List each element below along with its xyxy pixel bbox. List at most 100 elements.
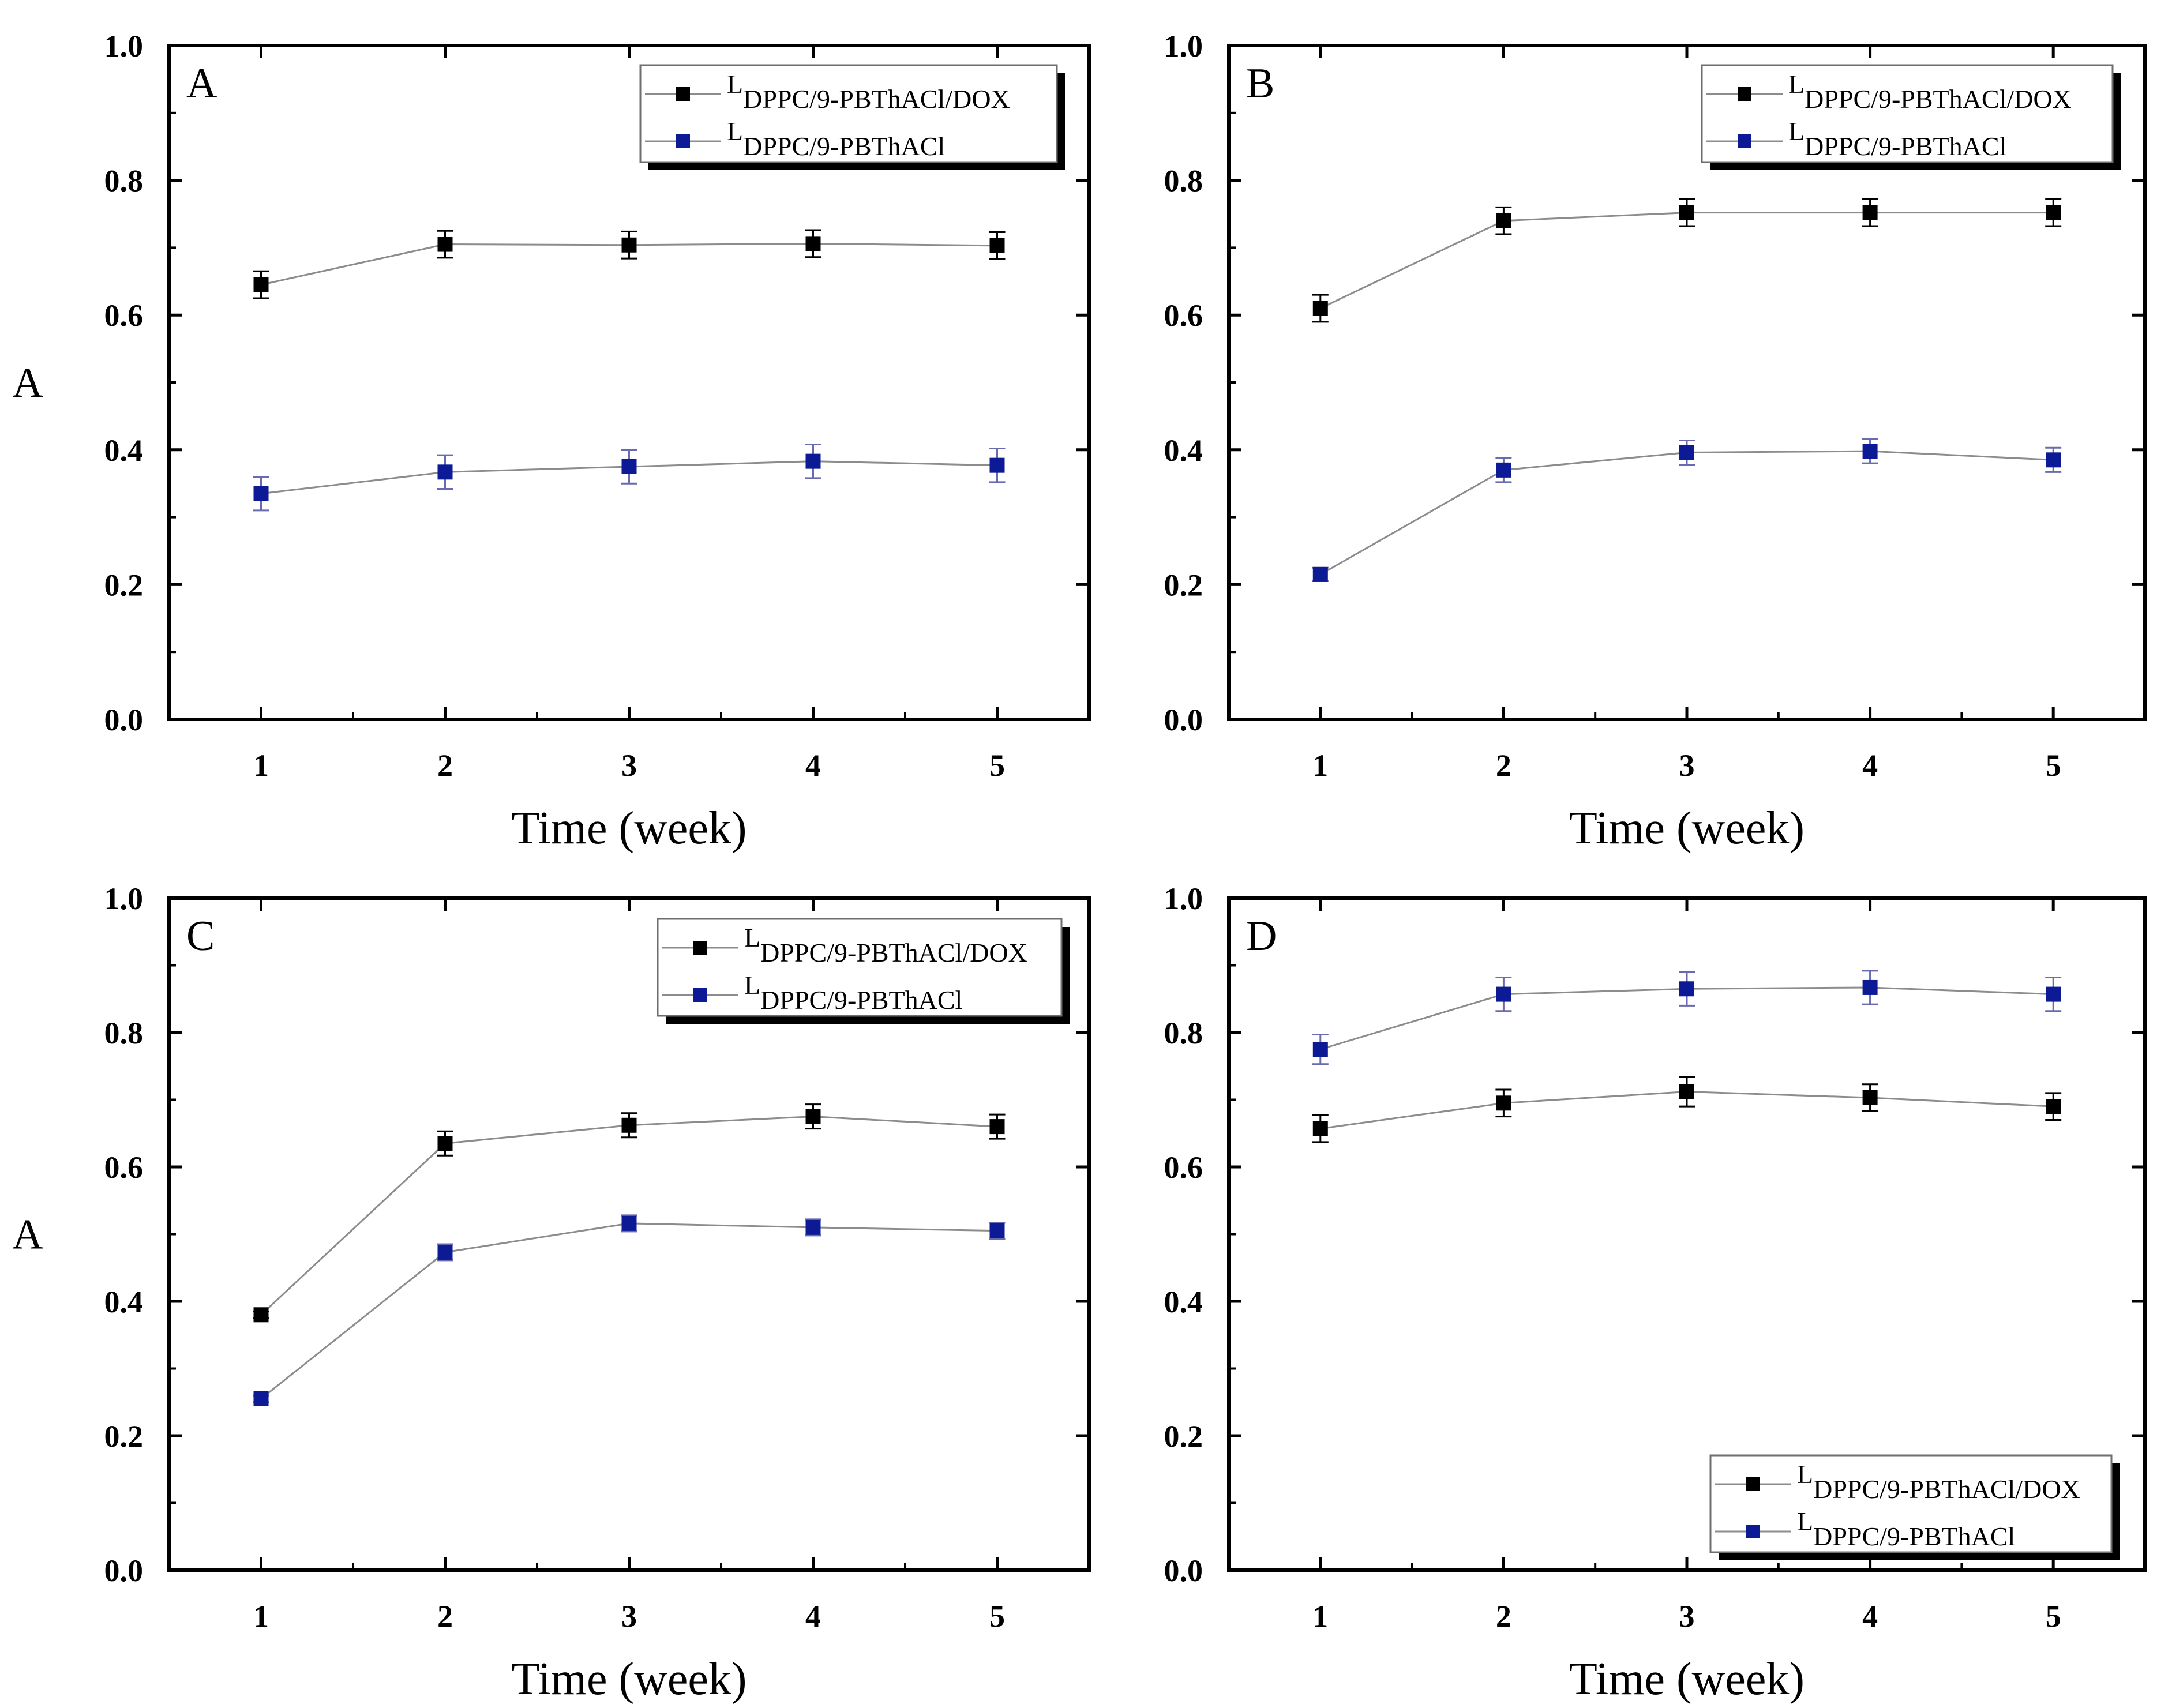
data-point (805, 453, 821, 469)
data-point (1679, 205, 1694, 220)
legend-label: LDPPC/9-PBThACl (744, 970, 962, 1015)
data-point (437, 1136, 453, 1151)
x-tick-label: 3 (621, 748, 637, 783)
data-point (621, 459, 637, 474)
data-point (437, 464, 453, 480)
series-plain (1312, 970, 2062, 1065)
x-axis-title: Time (week) (1569, 1654, 1805, 1705)
data-point (1496, 462, 1511, 478)
legend-box (639, 64, 1058, 163)
x-tick-label: 1 (253, 1599, 269, 1634)
x-tick-label: 2 (437, 748, 453, 783)
y-axis-title: A (12, 1211, 43, 1259)
x-tick-label: 4 (1862, 1599, 1878, 1634)
data-point (621, 237, 637, 253)
data-point (1862, 444, 1878, 459)
data-point (1312, 1042, 1328, 1057)
x-tick-label: 3 (621, 1599, 637, 1634)
legend-label: LDPPC/9-PBThACl/DOX (1797, 1459, 2080, 1504)
y-tick-label: 0.6 (1164, 1150, 1203, 1185)
legend-label: LDPPC/9-PBThACl (1788, 117, 2006, 161)
x-tick-label: 1 (253, 748, 269, 783)
data-point (2046, 1099, 2061, 1114)
legend-label: LDPPC/9-PBThACl/DOX (727, 69, 1010, 114)
y-tick-label: 0.4 (1164, 1285, 1203, 1319)
data-point (1496, 1095, 1511, 1111)
panel-letter: A (186, 60, 217, 107)
x-axis-title: Time (week) (511, 1654, 746, 1705)
series-line (1320, 212, 2054, 309)
data-point (1679, 981, 1694, 997)
legend-label: LDPPC/9-PBThACl (1797, 1507, 2015, 1551)
y-tick-label: 0.2 (1164, 568, 1203, 602)
x-tick-label: 5 (2046, 1599, 2061, 1634)
series-dox (1312, 198, 2062, 323)
y-tick-label: 1.0 (1164, 881, 1203, 916)
data-point (1312, 1121, 1328, 1136)
data-point (2046, 986, 2061, 1002)
legend-marker (676, 87, 690, 101)
y-tick-label: 1.0 (104, 29, 144, 63)
y-tick-label: 0.4 (1164, 433, 1203, 468)
legend-marker (676, 134, 690, 148)
x-tick-label: 1 (1312, 1599, 1328, 1634)
data-point (1312, 301, 1328, 316)
y-tick-label: 0.2 (1164, 1419, 1203, 1454)
legend-marker (693, 988, 707, 1002)
legend-marker (1738, 134, 1751, 148)
data-point (1679, 445, 1694, 460)
y-tick-label: 0.0 (1164, 703, 1203, 737)
legend-box (1701, 64, 2114, 163)
legend-label: LDPPC/9-PBThACl/DOX (744, 923, 1027, 967)
legend-marker (1738, 87, 1751, 101)
data-point (253, 486, 269, 501)
data-point (989, 457, 1005, 473)
data-point (989, 1223, 1005, 1238)
panel-b: 0.0 0.2 0.4 0.6 0.8 1.0 1 2 3 4 5 Time (week) B LDPPC… (1164, 29, 2147, 854)
data-point (253, 1307, 269, 1323)
series-plain (1312, 438, 2062, 583)
x-tick-label: 2 (437, 1599, 453, 1634)
x-tick-label: 5 (989, 748, 1005, 783)
panel-letter: C (186, 913, 215, 960)
data-point (2046, 452, 2061, 468)
x-tick-label: 5 (989, 1599, 1005, 1634)
legend-marker (1746, 1525, 1760, 1538)
data-point (1679, 1084, 1694, 1099)
y-tick-label: 0.6 (104, 1150, 144, 1185)
series-plain (253, 443, 1006, 512)
legend-box (657, 918, 1063, 1017)
data-point (253, 1391, 269, 1406)
y-tick-label: 0.0 (1164, 1553, 1203, 1588)
series-dox (253, 229, 1006, 299)
y-tick-label: 0.0 (104, 1553, 144, 1588)
x-tick-label: 5 (2046, 748, 2061, 783)
data-point (437, 237, 453, 252)
panel-letter: B (1246, 60, 1274, 107)
data-point (621, 1215, 637, 1231)
y-tick-label: 0.6 (1164, 298, 1203, 333)
panel-d: 0.0 0.2 0.4 0.6 0.8 1.0 1 2 3 4 5 Time (week) D LDPPC… (1164, 881, 2147, 1705)
x-tick-label: 3 (1679, 1599, 1695, 1634)
legend-marker (1746, 1477, 1760, 1491)
data-point (805, 236, 821, 251)
series-dox (1312, 1076, 2062, 1143)
y-tick-label: 0.8 (1164, 1016, 1203, 1050)
legend-box (1709, 1454, 2113, 1553)
y-tick-label: 0.0 (104, 703, 144, 737)
panel-a: 0.0 0.2 0.4 0.6 0.8 1.0 1 2 3 4 5 Time (week) A A LDPP… (12, 29, 1091, 854)
y-tick-label: 0.8 (104, 1016, 144, 1050)
series-line (1320, 450, 2054, 576)
data-point (989, 1119, 1005, 1135)
data-point (989, 238, 1005, 253)
y-tick-label: 0.8 (1164, 164, 1203, 198)
series-dox (253, 1103, 1006, 1323)
x-axis-title: Time (week) (1569, 803, 1805, 854)
panel-letter: D (1246, 913, 1277, 960)
y-axis-title: A (12, 359, 43, 407)
